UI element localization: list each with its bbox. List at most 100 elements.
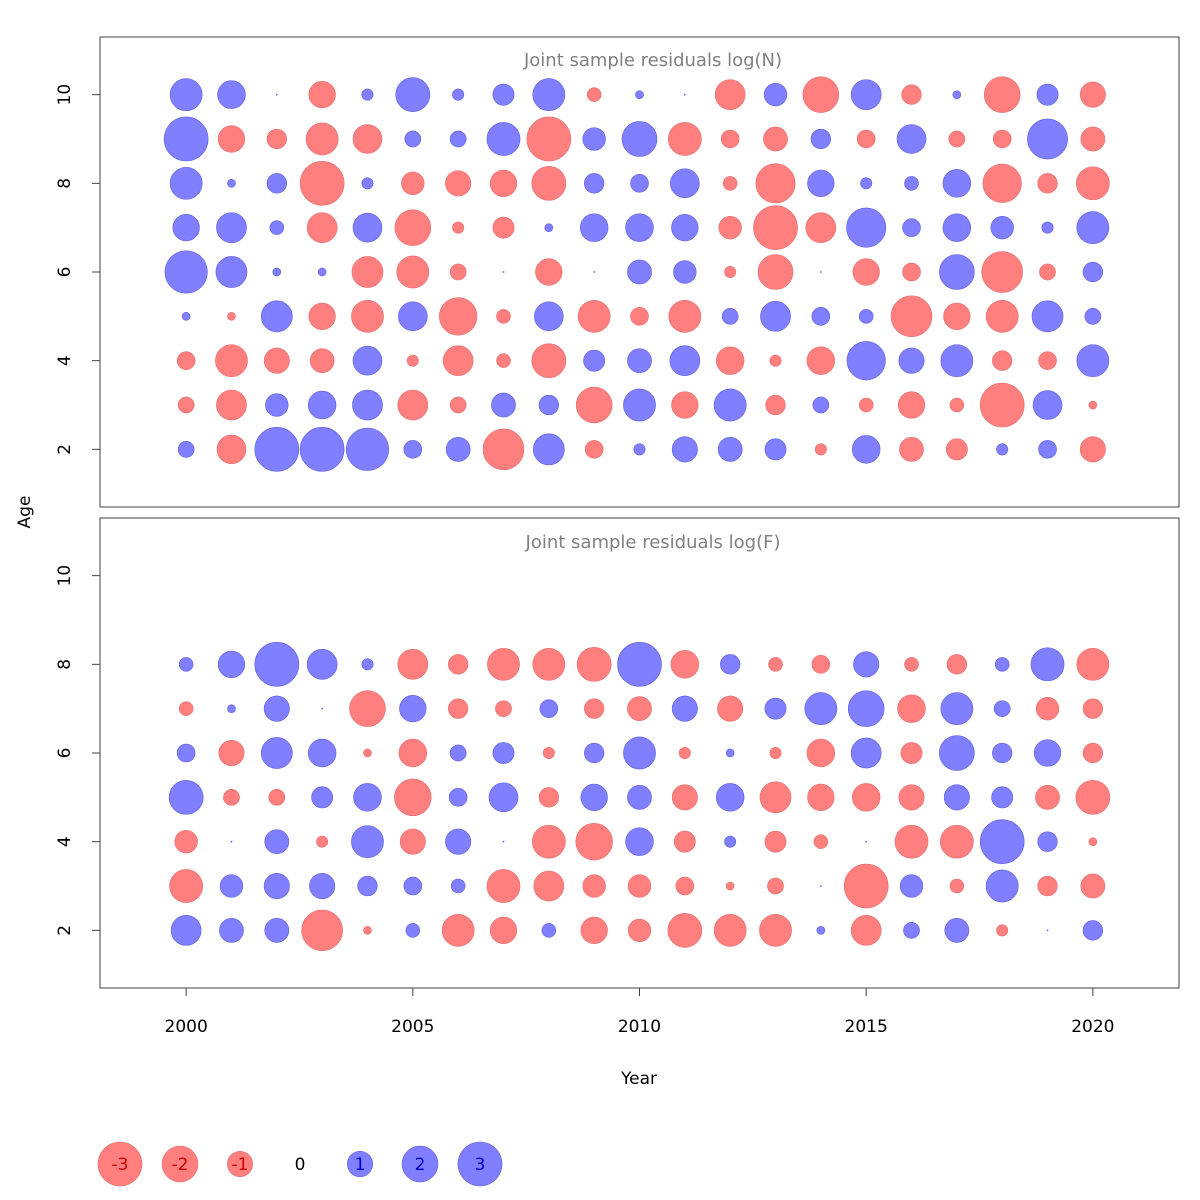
panel-f-title: Joint sample residuals log(F) [525,532,781,553]
panel-f-bubble-age-5-year-2008 [538,787,559,808]
panel-n-bubble-age-2-year-2017 [945,438,968,461]
panel-n-bubble-age-10-year-2013 [763,82,788,107]
panel-f-bubble-age-2-year-2017 [944,918,970,943]
panel-n-bubble-age-5-year-2008 [534,301,564,332]
panel-n-bubble-age-9-year-2013 [763,126,788,152]
panel-f-bubble-age-4-year-2004 [351,825,384,859]
panel-f-bubble-age-5-year-2010 [627,784,652,810]
panel-n-bubble-age-3-year-2019 [1032,390,1063,420]
panel-n-bubble-age-6-year-2003 [317,267,327,277]
panel-f-bubble-age-5-year-2020 [1075,779,1111,815]
panel-n-bubble-age-5-year-2009 [577,299,611,333]
panel-n-bubble-age-3-year-2015 [858,397,874,413]
panel-n-bubble-age-5-year-2010 [630,307,649,326]
panel-n-bubble-age-8-year-2009 [584,173,605,194]
panel-f-bubble-age-2-year-2012 [713,913,747,947]
panel-f-bubble-age-6-year-2017 [939,735,975,771]
panel-n-bubble-age-9-year-2002 [266,128,287,150]
panel-f-bubble-age-4-year-2000 [174,830,198,854]
panel-n-bubble-age-8-year-2016 [904,176,919,191]
panel-f-bubble-age-8-year-2015 [853,651,880,678]
panel-f-bubble-age-5-year-2005 [394,778,432,817]
panel-n-bubble-age-3-year-2017 [949,397,965,413]
panel-f-bubble-age-8-year-2004 [361,658,374,671]
panel-f-bubble-age-7-year-2010 [627,696,652,722]
panel-n-bubble-age-7-year-2011 [671,214,699,242]
panel-n-bubble-age-9-year-2004 [352,124,383,154]
panel-n-bubble-age-9-year-2000 [163,116,209,162]
panel-f-bubble-age-2-year-2008 [541,923,557,938]
panel-f-bubble-age-6-year-2014 [806,738,836,768]
panel-f-bubble-age-8-year-2017 [946,654,967,675]
panel-n-bubble-age-3-year-2006 [449,396,467,414]
panel-n-y-tick-label: 10 [55,84,75,106]
panel-f-bubble-age-3-year-2000 [169,869,203,903]
panel-n-bubble-age-2-year-2013 [764,438,787,461]
panel-f-bubble-age-5-year-2002 [268,789,286,806]
panel-f-bubble-age-8-year-2011 [670,650,700,679]
panel-f-bubble-age-6-year-2008 [542,747,555,759]
panel-n-bubble-age-9-year-2015 [856,129,876,149]
panel-f-bubble-age-5-year-2003 [311,786,334,809]
panel-n-y-tick-label: 8 [55,178,75,189]
panel-n-bubble-age-6-year-2016 [902,262,921,282]
panel-n-bubble-age-7-year-2015 [846,207,887,248]
panel-n-bubble-age-4-year-2016 [898,347,925,374]
panel-n-bubble-age-4-year-2004 [352,345,383,376]
panel-n-bubble-age-8-year-2015 [860,177,873,190]
panel-n-bubble-age-6-year-2008 [535,258,563,286]
panel-f-bubble-age-2-year-2006 [441,913,475,947]
panel-n-bubble-age-9-year-2011 [667,122,702,156]
panel-f-bubble-age-2-year-2011 [667,913,703,948]
panel-n-bubble-age-7-year-2001 [216,212,247,243]
panel-f-bubble-age-2-year-2015 [850,915,882,946]
panel-n-bubble-age-6-year-2018 [981,251,1023,293]
x-tick-label: 2020 [1071,1017,1114,1037]
panel-f-bubble-age-5-year-2001 [223,789,240,806]
panel-n-bubble-age-3-year-2005 [397,389,429,421]
panel-f-bubble-age-7-year-2017 [940,692,974,726]
panel-n-bubble-age-4-year-2013 [769,354,782,367]
panel-f-bubble-age-2-year-2019 [1046,929,1049,932]
panel-f-bubble-age-4-year-2006 [445,828,472,855]
panel-f-bubble-age-8-year-2009 [576,646,612,682]
panel-f-bubble-age-2-year-2014 [816,926,826,935]
panel-f-bubble-age-3-year-2012 [725,881,735,891]
panel-f-bubble-age-4-year-2007 [502,840,505,843]
panel-n-bubble-age-4-year-2019 [1038,351,1057,370]
panel-n-bubble-age-4-year-2017 [940,344,974,378]
panel-n-bubble-age-9-year-2020 [1080,126,1106,152]
panel-f-bubble-age-3-year-2014 [819,885,822,887]
legend-label: 3 [475,1155,486,1175]
panel-n-bubble-age-10-year-2010 [635,90,644,99]
panel-n-bubble-age-10-year-2008 [532,78,566,112]
panel-n-bubble-age-9-year-2012 [720,129,740,149]
panel-f-bubble-age-7-year-2006 [448,698,469,719]
panel-n-bubble-age-5-year-2003 [308,302,336,330]
panel-n-bubble-age-6-year-2006 [449,263,467,281]
panel-n-bubble-age-7-year-2007 [492,216,515,239]
panel-f-bubble-age-4-year-2018 [979,819,1025,864]
panel-n-bubble-age-3-year-2011 [671,391,699,419]
panel-f-bubble-age-7-year-2007 [495,700,512,717]
panel-f-bubble-age-2-year-2010 [627,918,652,943]
panel-n-bubble-age-10-year-2019 [1036,83,1059,106]
panel-f-bubble-age-5-year-2007 [488,782,519,813]
panel-n-bubble-age-10-year-2006 [452,88,465,101]
panel-f-bubble-age-7-year-2018 [993,700,1011,717]
panel-f-bubble-age-5-year-2018 [991,786,1014,809]
panel-n-bubble-age-7-year-2010 [625,213,654,242]
panel-f-bubble-age-3-year-2005 [403,876,423,896]
panel-f-bubble-age-5-year-2015 [851,783,881,812]
panel-n-bubble-age-10-year-2020 [1079,81,1106,108]
x-axis-label: Year [620,1069,657,1089]
panel-n-bubble-age-9-year-2006 [449,130,467,148]
panel-f-bubble-age-3-year-2017 [949,878,965,894]
panel-f-bubble-age-4-year-2011 [673,830,696,853]
panel-n-bubble-age-5-year-2017 [943,302,971,330]
panel-n-bubble-age-7-year-2005 [394,209,432,246]
panel-f-bubble-age-8-year-2003 [306,648,338,680]
panel-f-bubble-age-6-year-2009 [584,742,605,764]
legend-bubble [457,1141,503,1187]
